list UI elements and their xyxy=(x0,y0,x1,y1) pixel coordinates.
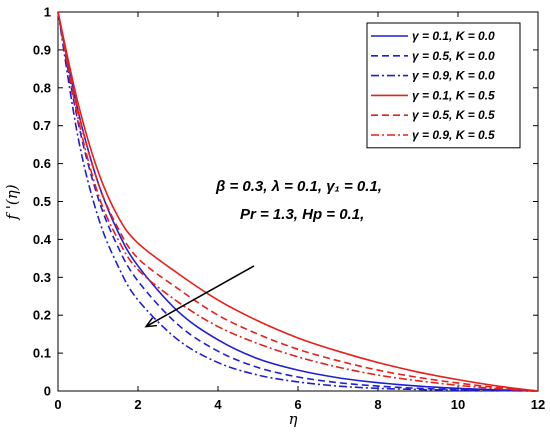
x-tick-label: 4 xyxy=(214,397,222,412)
legend-label-3: γ = 0.9, K = 0.0 xyxy=(412,69,495,83)
x-axis-label: η xyxy=(289,410,298,428)
x-tick-label: 12 xyxy=(531,397,545,412)
parameter-annotation-line-1: β = 0.3, λ = 0.1, γ₁ = 0.1, xyxy=(215,178,382,195)
legend-label-2: γ = 0.5, K = 0.0 xyxy=(412,49,495,63)
legend-box xyxy=(366,22,521,149)
legend-label-4: γ = 0.1, K = 0.5 xyxy=(412,88,495,102)
legend: γ = 0.1, K = 0.0 γ = 0.5, K = 0.0 γ = 0.9,… xyxy=(366,22,521,149)
y-tick-label: 0.1 xyxy=(33,346,51,361)
series-line-4 xyxy=(57,11,539,392)
y-tick-label: 0.5 xyxy=(33,194,51,209)
arrow-shaft xyxy=(145,265,255,328)
y-tick-label: 0.7 xyxy=(33,118,51,133)
series-line-1 xyxy=(57,11,539,392)
y-tick-label: 0.9 xyxy=(33,42,51,57)
series-line-3 xyxy=(57,11,539,392)
y-tick-label: 0.4 xyxy=(33,232,52,247)
x-tick-label: 0 xyxy=(54,397,61,412)
plot-area: 0 2 4 6 8 10 12 0 0.1 0.2 0.3 0.4 0.5 0.6 0.7 0.8 0.9 1 xyxy=(33,5,545,413)
y-axis-label: f '(η) xyxy=(3,184,21,220)
y-tick-label: 0.2 xyxy=(33,308,51,323)
x-tick-label: 8 xyxy=(374,397,381,412)
legend-label-5: γ = 0.5, K = 0.5 xyxy=(412,108,495,122)
y-tick-label: 0.6 xyxy=(33,156,51,171)
series-line-2 xyxy=(57,11,539,392)
x-tick-label: 6 xyxy=(294,397,301,412)
y-tick-label: 0.8 xyxy=(33,80,51,95)
parameter-annotation-line-2: Pr = 1.3, Hp = 0.1, xyxy=(240,206,364,223)
series-line-6 xyxy=(57,11,539,392)
x-tick-label: 10 xyxy=(451,397,465,412)
series-line-5 xyxy=(57,11,539,392)
arrow-head xyxy=(144,317,158,328)
y-tick-label: 0.3 xyxy=(33,270,51,285)
legend-label-6: γ = 0.9, K = 0.5 xyxy=(412,128,495,142)
legend-label-1: γ = 0.1, K = 0.0 xyxy=(412,29,495,43)
y-tick-label: 0 xyxy=(44,384,51,399)
y-tick-label: 1 xyxy=(44,5,51,20)
annotation: β = 0.3, λ = 0.1, γ₁ = 0.1, Pr = 1.3, Hp… xyxy=(215,178,382,223)
x-tick-label: 2 xyxy=(134,397,141,412)
